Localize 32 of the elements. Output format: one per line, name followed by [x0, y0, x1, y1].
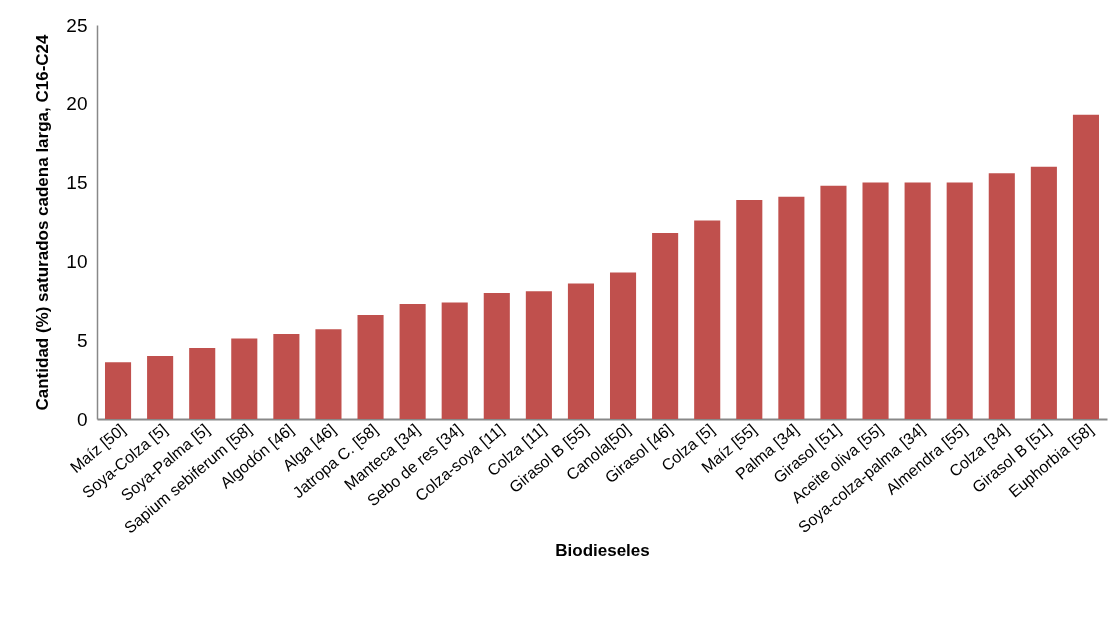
- bar: [441, 302, 468, 419]
- bar: [315, 329, 342, 419]
- bar: [1072, 114, 1099, 419]
- y-tick-label: 15: [66, 172, 88, 194]
- bar: [820, 185, 847, 419]
- bar: [778, 196, 805, 419]
- bar: [567, 283, 594, 419]
- bar: [189, 348, 216, 419]
- x-axis-title: Biodieseles: [555, 540, 650, 560]
- bar: [904, 182, 931, 419]
- bar: [399, 303, 426, 419]
- bar: [736, 199, 763, 419]
- y-tick-label: 20: [66, 93, 88, 115]
- bar: [652, 233, 679, 419]
- bar: [862, 182, 889, 419]
- bar: [483, 292, 510, 419]
- y-tick-label: 5: [76, 329, 88, 351]
- bar: [610, 272, 637, 419]
- bar: [1030, 166, 1057, 419]
- bar: [357, 314, 384, 419]
- y-tick-label: 25: [66, 14, 88, 36]
- bar: [231, 338, 258, 419]
- bar: [273, 333, 300, 419]
- y-axis-title: Cantidad (%) saturados cadena larga, C16-C24: [33, 33, 53, 411]
- bar: [105, 362, 132, 419]
- bar: [946, 182, 973, 419]
- y-tick-label: 10: [66, 250, 88, 272]
- bar: [694, 220, 721, 419]
- bar: [147, 355, 174, 419]
- bar: [988, 173, 1015, 419]
- y-tick-label: 0: [76, 408, 88, 430]
- bar: [525, 291, 552, 419]
